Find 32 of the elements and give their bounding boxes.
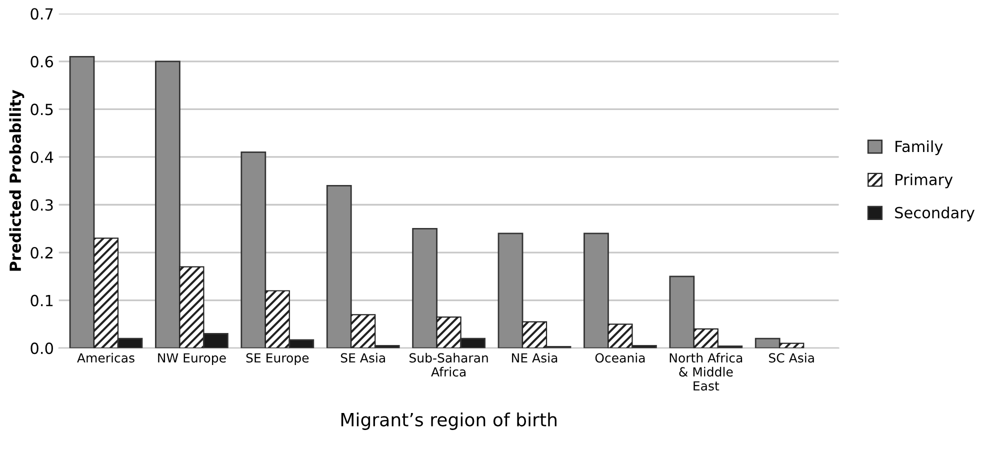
bar — [779, 342, 804, 348]
legend-label: Family — [896, 140, 943, 156]
y-tick-label: 0.5 — [30, 104, 53, 116]
x-axis-title: Migrant’s region of birth — [341, 412, 556, 430]
y-tick-label: 0.4 — [30, 151, 54, 163]
bar — [498, 232, 524, 348]
bar — [69, 56, 95, 348]
y-tick-label: 0.1 — [30, 294, 53, 306]
x-tick-label: Sub-Saharan Africa — [410, 352, 488, 377]
bar — [669, 276, 695, 348]
x-tick-label: NW Europe — [158, 353, 226, 366]
legend-label: Secondary — [895, 206, 975, 222]
bar — [240, 152, 266, 348]
x-tick-label: North Africa & Middle East — [670, 352, 742, 391]
bar — [155, 60, 180, 348]
x-tick-label: Americas — [77, 352, 134, 363]
bar — [412, 228, 438, 348]
x-tick-label: SE Asia — [340, 352, 385, 363]
x-tick-label: SC Asia — [769, 352, 814, 363]
y-tick-label: 0.3 — [30, 199, 53, 211]
x-tick-label: SE Europe — [246, 353, 309, 366]
bar — [584, 232, 609, 348]
legend-label: Primary — [896, 173, 953, 188]
y-tick-label: 0.0 — [30, 342, 53, 354]
y-tick-label: 0.6 — [30, 56, 54, 68]
y-tick-label: 0.2 — [30, 246, 52, 259]
bar — [754, 338, 780, 348]
bar — [326, 184, 352, 348]
y-axis-title: Predicted Probability — [9, 90, 24, 271]
x-tick-label: NE Asia — [512, 352, 558, 363]
y-tick-label: 0.7 — [30, 8, 53, 20]
x-tick-label: Oceania — [595, 352, 645, 363]
